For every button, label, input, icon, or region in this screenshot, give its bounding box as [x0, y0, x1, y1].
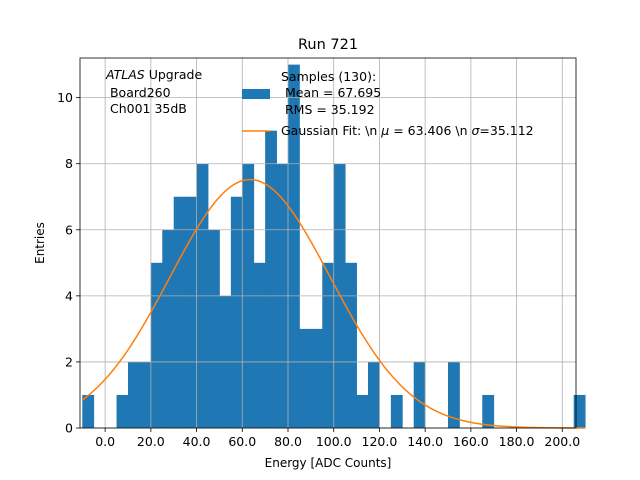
- histogram-bar: [150, 262, 163, 428]
- y-tick-label: 4: [65, 288, 73, 303]
- histogram-bar: [322, 262, 335, 428]
- annotation-line-2: Board260: [106, 85, 171, 100]
- gaussian-fit-curve: [81, 178, 586, 429]
- atlas-annotation: ATLAS Upgrade Board260 Ch001 35dB: [105, 67, 202, 116]
- x-tick-label: 200.0: [544, 434, 580, 449]
- histogram-bar: [288, 64, 300, 429]
- annotation-italic: ATLAS: [105, 67, 145, 82]
- histogram-bar: [356, 394, 369, 428]
- legend-sigma-symbol: σ: [471, 123, 480, 138]
- histogram-bar: [230, 196, 243, 428]
- legend-fit-label: Gaussian Fit: \n μ = 63.406 \n σ=35.112: [281, 123, 534, 138]
- x-tick-label: 20.0: [137, 434, 165, 449]
- annotation-line-3: Ch001 35dB: [106, 101, 187, 116]
- x-axis-ticks: 0.0 20.0 40.0 60.0 80.0 100.0 120.0 140.0 160.0 1…: [95, 428, 580, 449]
- annotation-line-1: ATLAS Upgrade: [105, 67, 202, 82]
- x-tick-label: 100.0: [316, 434, 352, 449]
- histogram-bar: [208, 229, 220, 428]
- plot-frame: [79, 57, 577, 429]
- histogram-bar: [413, 361, 426, 428]
- histogram-bar: [573, 394, 586, 428]
- legend-fit-prefix: Gaussian Fit: \n: [281, 123, 381, 138]
- legend-hist-swatch: [242, 89, 270, 99]
- x-tick-label: 140.0: [407, 434, 443, 449]
- y-axis-ticks: 0 2 4 6 8 10: [57, 90, 80, 436]
- legend-hist-line-3: RMS = 35.192: [281, 102, 375, 117]
- annotation-line-1-rest: Upgrade: [145, 67, 203, 82]
- y-tick-label: 6: [65, 222, 73, 237]
- y-tick-label: 8: [65, 156, 73, 171]
- legend-fit-mid: = 63.406 \n: [389, 123, 471, 138]
- histogram-bar: [299, 328, 312, 428]
- histogram-bar: [116, 394, 129, 428]
- x-tick-label: 180.0: [499, 434, 535, 449]
- histogram-bar: [253, 262, 266, 428]
- x-axis-label: Energy [ADC Counts]: [265, 456, 392, 470]
- histogram-bar: [448, 361, 460, 428]
- legend-hist-line-2: Mean = 67.695: [281, 85, 381, 100]
- legend-mu-symbol: μ: [380, 123, 389, 138]
- histogram-bar: [482, 394, 495, 428]
- x-tick-label: 120.0: [362, 434, 398, 449]
- x-tick-label: 40.0: [183, 434, 211, 449]
- histogram-bar: [390, 394, 403, 428]
- histogram-bar: [185, 196, 197, 428]
- y-tick-label: 10: [57, 90, 73, 105]
- histogram-bar: [265, 130, 277, 428]
- grid-lines-overlay: [80, 58, 576, 429]
- y-axis-label: Entries: [33, 222, 47, 264]
- x-tick-label: 160.0: [453, 434, 489, 449]
- histogram-bar: [368, 361, 380, 428]
- histogram-bar: [139, 361, 152, 428]
- y-tick-label: 0: [65, 421, 73, 436]
- y-tick-label: 2: [65, 354, 73, 369]
- histogram-bar: [162, 229, 175, 428]
- x-tick-label: 60.0: [228, 434, 256, 449]
- histogram-bar: [310, 328, 323, 428]
- histogram-bar: [82, 394, 95, 428]
- chart-title: Run 721: [298, 37, 358, 53]
- legend-fit-suffix: =35.112: [479, 123, 533, 138]
- legend: Samples (130): Mean = 67.695 RMS = 35.19…: [242, 69, 534, 138]
- x-tick-label: 80.0: [274, 434, 302, 449]
- histogram-bar: [345, 262, 357, 428]
- histogram-bar: [173, 196, 186, 428]
- histogram-bar: [128, 361, 140, 428]
- legend-hist-line-1: Samples (130):: [281, 69, 376, 84]
- x-tick-label: 0.0: [95, 434, 115, 449]
